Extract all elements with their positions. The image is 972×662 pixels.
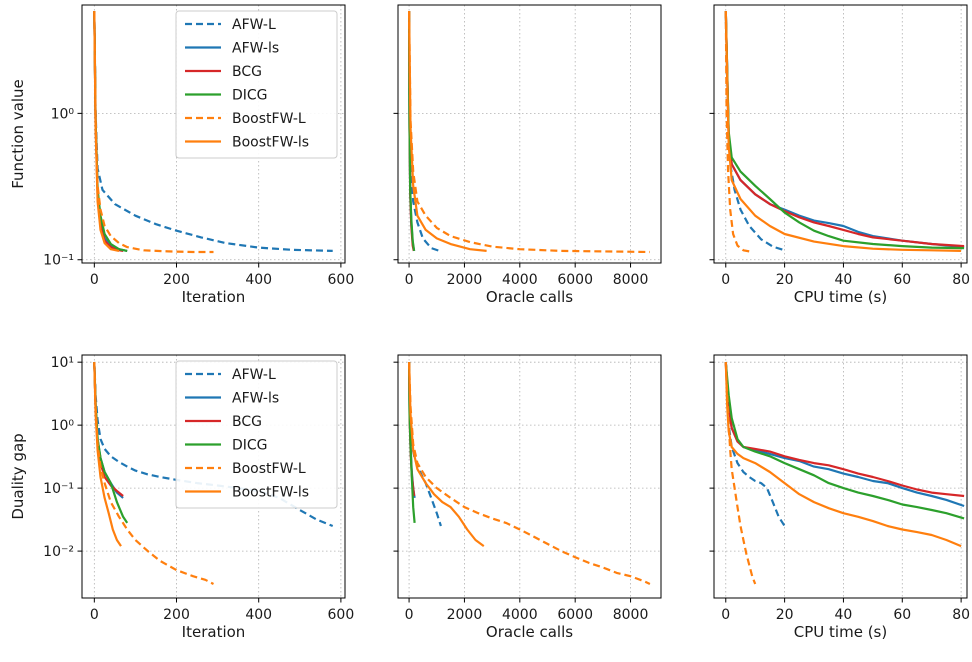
series-line-bcg	[724, 11, 965, 248]
series-line-boostfw-l	[408, 362, 651, 585]
legend-entry: AFW-ls	[232, 391, 279, 407]
x-tick-label: 200	[163, 272, 190, 288]
x-tick-label: 80	[952, 607, 970, 623]
legend: AFW-L AFW-ls BCG DICG BoostFW-L BoostFW-ls	[175, 10, 338, 159]
series-line-dicg	[724, 11, 965, 250]
y-tick-label: 10⁻¹	[43, 253, 74, 269]
series-group	[408, 362, 651, 585]
legend-entry: BCG	[232, 414, 262, 430]
subplot-5: 0 20 40 60 80 CPU time (s)	[709, 354, 970, 641]
series-group	[408, 11, 650, 254]
subplot-2: 0 20 40 60 80 CPU time (s)	[709, 4, 970, 306]
series-line-boostfw-ls	[93, 11, 120, 252]
subplot-4: 0 2000 4000 6000 8000 Oracle calls	[393, 354, 662, 641]
legend-entry: BoostFW-L	[232, 461, 306, 477]
series-line-boostfw-l	[408, 11, 650, 254]
legend-entry: BoostFW-L	[232, 111, 306, 127]
axes-frame	[713, 354, 968, 599]
x-axis-label: Oracle calls	[486, 623, 573, 641]
legend: AFW-L AFW-ls BCG DICG BoostFW-L BoostFW-ls	[175, 360, 338, 509]
x-tick-label: 400	[245, 272, 272, 288]
axes-frame	[713, 4, 968, 264]
x-tick-label: 20	[776, 272, 794, 288]
x-tick-label: 0	[90, 607, 99, 623]
x-tick-label: 0	[721, 607, 730, 623]
x-tick-label: 600	[328, 272, 355, 288]
x-tick-label: 20	[776, 607, 794, 623]
x-tick-label: 0	[721, 272, 730, 288]
axes-frame	[81, 354, 346, 599]
y-axis-label: Function value	[9, 79, 27, 189]
series-line-afw-l	[724, 362, 786, 527]
x-tick-label: 200	[163, 607, 190, 623]
series-line-boostfw-ls	[724, 11, 962, 252]
y-tick-label: 10⁰	[51, 106, 75, 122]
series-line-dicg	[724, 362, 965, 520]
series-group	[724, 362, 965, 585]
legend-entry: BoostFW-ls	[232, 485, 309, 501]
series-line-boostfw-ls	[408, 362, 485, 547]
series-line-afw-l	[408, 11, 440, 252]
series-line-boostfw-l	[93, 11, 214, 254]
y-tick-label: 10⁻²	[43, 544, 74, 560]
x-axis-label: CPU time (s)	[794, 623, 887, 641]
x-tick-label: 2000	[447, 272, 483, 288]
subplot-1: 0 2000 4000 6000 8000 Oracle calls	[393, 4, 662, 306]
series-line-boostfw-ls	[93, 362, 122, 547]
legend-entry: AFW-L	[232, 17, 276, 33]
x-axis-label: Oracle calls	[486, 288, 573, 306]
axes-frame	[397, 4, 662, 264]
x-tick-label: 60	[893, 272, 911, 288]
subplot-3: 0 200 400 600 10⁻² 10⁻¹ 10⁰ 10¹ Iteration Duality…	[9, 354, 355, 641]
x-tick-label: 2000	[447, 607, 483, 623]
x-tick-label: 600	[328, 607, 355, 623]
series-line-afw-ls	[724, 11, 965, 249]
axes-frame	[81, 4, 346, 264]
x-tick-label: 6000	[557, 607, 593, 623]
x-tick-label: 80	[952, 272, 970, 288]
x-axis-label: Iteration	[182, 288, 246, 306]
subplot-0: 0 200 400 600 10⁻¹ 10⁰ Iteration Function value…	[9, 4, 355, 306]
x-tick-label: 6000	[557, 272, 593, 288]
x-tick-label: 8000	[613, 272, 649, 288]
y-axis-label: Duality gap	[9, 433, 27, 519]
series-line-boostfw-ls	[724, 362, 962, 548]
legend-entry: AFW-L	[232, 367, 276, 383]
x-tick-label: 40	[835, 607, 853, 623]
y-tick-label: 10⁻¹	[43, 481, 74, 497]
series-line-bcg	[724, 362, 965, 498]
series-line-boostfw-l	[724, 362, 757, 585]
x-tick-label: 4000	[502, 272, 538, 288]
x-tick-label: 0	[405, 607, 414, 623]
x-axis-label: CPU time (s)	[794, 288, 887, 306]
x-tick-label: 60	[893, 607, 911, 623]
series-line-boostfw-l	[724, 11, 750, 253]
series-group	[724, 11, 965, 253]
x-tick-label: 4000	[502, 607, 538, 623]
legend-entry: BCG	[232, 64, 262, 80]
series-group	[93, 11, 333, 254]
legend-entry: DICG	[232, 438, 268, 454]
axes-frame	[397, 354, 662, 599]
x-tick-label: 0	[405, 272, 414, 288]
series-line-boostfw-ls	[408, 11, 487, 252]
y-tick-label: 10¹	[51, 355, 74, 371]
x-tick-label: 8000	[613, 607, 649, 623]
legend-entry: DICG	[232, 88, 268, 104]
y-tick-label: 10⁰	[51, 418, 75, 434]
x-tick-label: 40	[835, 272, 853, 288]
x-axis-label: Iteration	[182, 623, 246, 641]
x-tick-label: 400	[245, 607, 272, 623]
x-tick-label: 0	[90, 272, 99, 288]
series-line-afw-l	[724, 11, 785, 252]
legend-entry: AFW-ls	[232, 41, 279, 57]
legend-entry: BoostFW-ls	[232, 135, 309, 151]
